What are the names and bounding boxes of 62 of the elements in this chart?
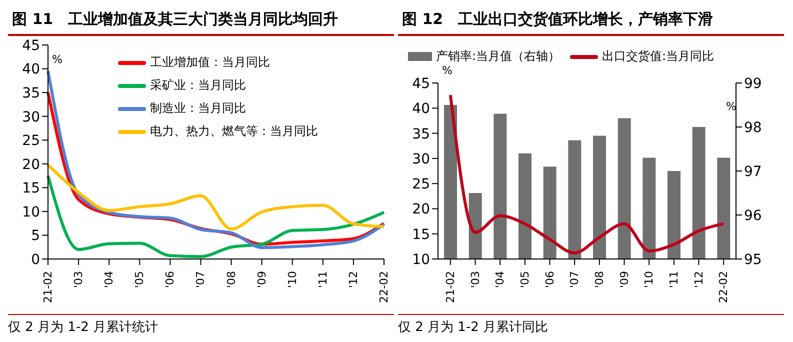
y-tick-label: 35: [412, 126, 430, 142]
y-tick-label: 20: [22, 156, 40, 173]
y-axis-title: %: [52, 53, 62, 66]
y-tick-label: 30: [22, 109, 40, 126]
y-tick-label: 40: [22, 62, 40, 78]
y-tick-label: 40: [412, 101, 430, 118]
y-tick-label: 5: [31, 228, 40, 244]
y-tick-label: 15: [22, 180, 40, 197]
x-tick-label: '05: [518, 271, 532, 288]
y-tick-label: 35: [22, 86, 40, 102]
x-tick-label: '03: [72, 271, 86, 288]
y-tick-label: 10: [412, 252, 430, 268]
x-tick-label: '08: [592, 271, 606, 288]
x-tick-label: '12: [692, 271, 706, 288]
line-series: [448, 94, 726, 254]
x-tick-label: '06: [164, 271, 177, 288]
y-tick-label: 25: [412, 176, 430, 193]
text: 仅 2 月为 1-2 月累计统计: [8, 319, 160, 336]
y-tick-label: 45: [22, 38, 40, 54]
legend-label: 电力、热力、燃气等：当月同比: [150, 123, 318, 140]
line-series: [46, 163, 386, 231]
legend-label: 工业增加值：当月同比: [150, 54, 270, 71]
y-tick-label: 0: [31, 252, 40, 268]
x-tick-label: '10: [286, 271, 299, 288]
y-tick-label: 25: [22, 133, 40, 150]
y2-axis-title: %: [726, 100, 736, 113]
x-tick-label: '06: [543, 271, 556, 288]
legend-label: 采矿业：当月同比: [150, 77, 246, 94]
x-tick-label: '05: [133, 271, 146, 288]
chart-title: 图 12 工业出口交货值环比增长，产销率下滑: [401, 9, 714, 30]
x-tick-label: '07: [568, 271, 582, 288]
legend-label: 制造业：当月同比: [150, 100, 246, 117]
y-tick-label: 10: [22, 204, 40, 220]
y-tick-label: 20: [412, 202, 430, 218]
y2-tick-label: 97: [744, 164, 762, 180]
x-tick-label: 22-02: [378, 271, 390, 303]
x-tick-label: 21-02: [42, 271, 54, 303]
legend-label: 产销率:当月值（右轴）: [436, 48, 560, 65]
x-tick-label: 21-02: [444, 271, 457, 303]
text: 仅 2 月为 1-2 月累计同比: [398, 319, 550, 336]
x-tick-label: '09: [618, 271, 631, 288]
y-tick-label: 45: [412, 76, 430, 92]
x-tick-label: '09: [255, 271, 268, 288]
x-tick-label: 22-02: [717, 271, 730, 303]
y-tick-label: 30: [412, 151, 430, 168]
y-axis-title: %: [442, 64, 452, 77]
y-tick-label: 15: [412, 226, 430, 243]
x-tick-label: '04: [494, 271, 507, 288]
x-tick-label: '11: [316, 271, 330, 288]
x-tick-label: '04: [102, 271, 116, 288]
y2-tick-label: 99: [744, 76, 762, 92]
x-tick-label: '08: [224, 271, 238, 288]
x-tick-label: '03: [468, 271, 482, 288]
x-tick-label: '10: [642, 271, 656, 288]
y2-tick-label: 98: [744, 120, 762, 136]
x-tick-label: '11: [667, 271, 680, 288]
x-tick-label: '12: [346, 271, 360, 288]
y2-tick-label: 96: [744, 208, 762, 224]
legend-label: 出口交货值:当月同比: [602, 48, 714, 65]
chart-title: 图 11 工业增加值及其三大门类当月同比均回升: [11, 9, 340, 30]
y2-tick-label: 95: [744, 252, 762, 268]
x-tick-label: '07: [194, 271, 208, 288]
